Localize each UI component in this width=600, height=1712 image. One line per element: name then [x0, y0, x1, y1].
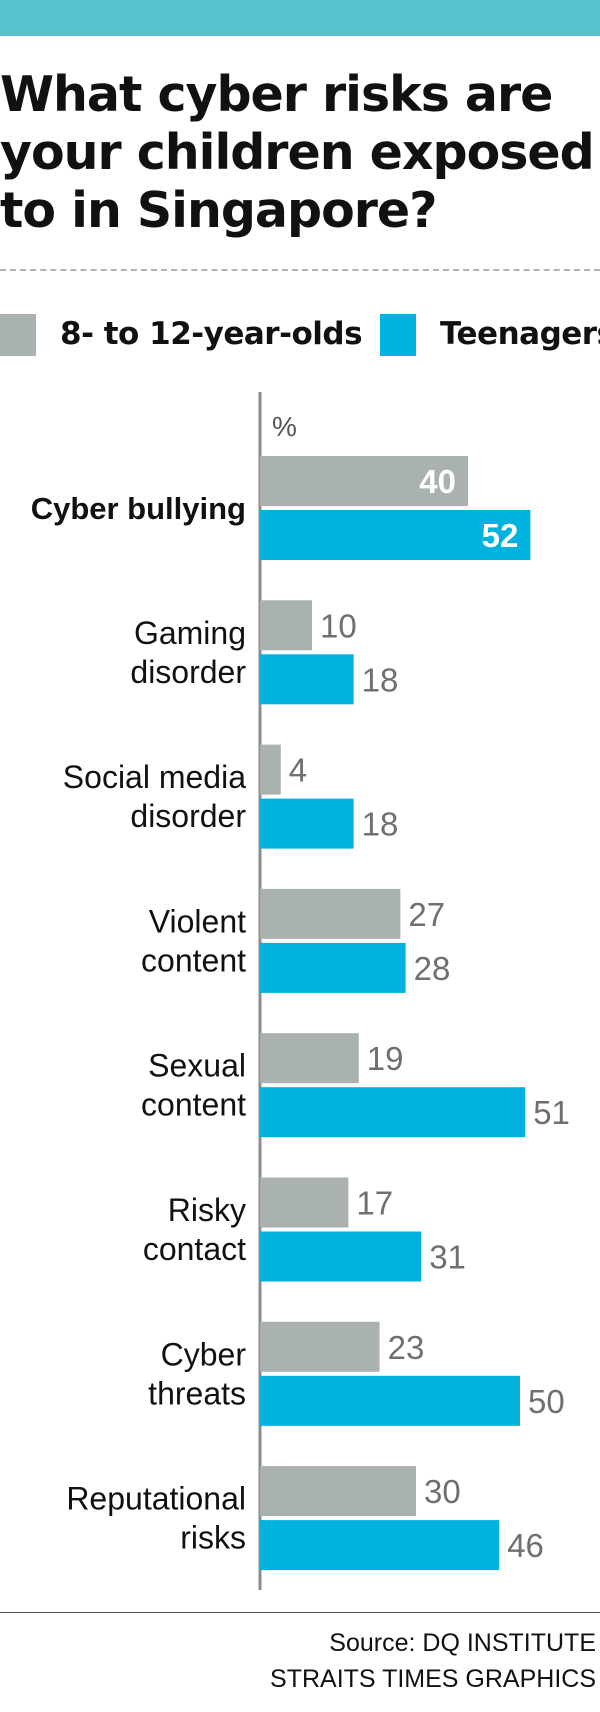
bar-kids-2	[260, 744, 281, 795]
value-label-kids-0: 40	[419, 463, 456, 500]
source-credit: Source: DQ INSTITUTE	[329, 1629, 596, 1657]
chart-title: What cyber risks are your children expos…	[0, 66, 600, 240]
value-label-kids-6: 23	[388, 1329, 425, 1366]
category-label-4-line-0: Sexual	[148, 1048, 246, 1084]
value-label-kids-1: 10	[320, 607, 357, 644]
category-label-4-line-1: content	[141, 1087, 246, 1123]
bar-kids-3	[260, 888, 401, 939]
value-label-teens-5: 31	[429, 1239, 466, 1276]
bar-teens-4	[260, 1087, 526, 1138]
category-label-7-line-1: risks	[180, 1520, 246, 1556]
value-label-teens-2: 18	[362, 806, 399, 843]
bar-teens-3	[260, 942, 406, 993]
bar-kids-1	[260, 600, 312, 651]
value-label-kids-4: 19	[367, 1040, 404, 1077]
value-label-kids-7: 30	[424, 1473, 461, 1510]
graphics-credit: STRAITS TIMES GRAPHICS	[270, 1665, 596, 1693]
top-color-band	[0, 0, 600, 36]
legend-swatch-teens	[380, 314, 416, 356]
value-label-kids-5: 17	[356, 1185, 393, 1222]
legend-label-teens: Teenagers	[440, 316, 600, 352]
legend-label-kids: 8- to 12-year-olds	[60, 316, 363, 352]
bar-kids-0	[260, 456, 468, 506]
bar-teens-2	[260, 798, 354, 849]
value-label-teens-4: 51	[533, 1094, 570, 1131]
bar-teens-6	[260, 1375, 520, 1426]
value-label-teens-6: 50	[528, 1383, 565, 1420]
title-line-1: What cyber risks are	[0, 66, 553, 123]
value-label-teens-7: 46	[507, 1527, 544, 1564]
category-label-1-line-0: Gaming	[134, 615, 246, 651]
bar-teens-7	[260, 1520, 500, 1571]
bar-kids-6	[260, 1321, 380, 1372]
value-label-teens-1: 18	[362, 661, 399, 698]
bar-teens-5	[260, 1231, 422, 1282]
bar-kids-4	[260, 1033, 359, 1084]
category-label-2-line-0: Social media	[63, 759, 246, 795]
category-label-5-line-0: Risky	[168, 1192, 246, 1228]
value-label-teens-3: 28	[414, 950, 451, 987]
title-divider	[0, 269, 600, 271]
category-label-1-line-1: disorder	[130, 654, 246, 690]
category-label-2-line-1: disorder	[130, 798, 246, 834]
category-label-6-line-0: Cyber	[161, 1336, 247, 1372]
category-label-7-line-0: Reputational	[66, 1481, 246, 1517]
value-label-kids-3: 27	[408, 896, 445, 933]
category-label-3-line-0: Violent	[149, 903, 246, 939]
footer-rule	[0, 1612, 600, 1613]
bar-teens-0	[260, 510, 531, 560]
value-label-kids-2: 4	[289, 752, 307, 789]
legend-swatch-kids	[0, 314, 36, 356]
bar-teens-1	[260, 654, 354, 705]
bar-kids-7	[260, 1466, 416, 1517]
unit-label: %	[272, 411, 297, 442]
bar-kids-5	[260, 1177, 349, 1228]
value-label-teens-0: 52	[482, 517, 519, 554]
title-line-3: to in Singapore?	[0, 182, 438, 239]
category-label-6-line-1: threats	[148, 1375, 246, 1411]
category-label-5-line-1: contact	[143, 1231, 246, 1267]
category-label-3-line-1: content	[141, 942, 246, 978]
title-line-2: your children exposed	[0, 124, 595, 181]
category-label-0-line-0: Cyber bullying	[31, 491, 246, 526]
